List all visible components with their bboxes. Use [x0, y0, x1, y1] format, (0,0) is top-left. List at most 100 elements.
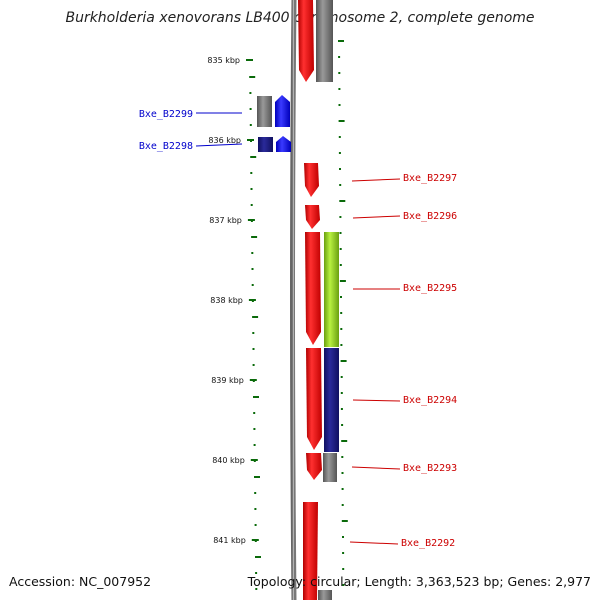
ring-dot — [342, 584, 345, 586]
ring-dot — [340, 328, 343, 330]
scale-tick-label: 838 kbp — [210, 296, 243, 305]
ring-dot — [339, 168, 341, 170]
gene-arrow-bxe-b2298[interactable] — [276, 136, 291, 152]
ring-dot — [340, 344, 343, 346]
ring-dot — [339, 184, 342, 186]
ring-dot — [338, 104, 341, 106]
gene-arrow-upper-continuation[interactable] — [298, 0, 314, 82]
scale-tick-mark — [248, 299, 256, 301]
scale-tick-mark — [250, 459, 258, 461]
ring-dot — [341, 440, 348, 442]
gene-block-gray-top[interactable] — [316, 0, 333, 82]
ring-dot — [254, 524, 257, 526]
leader-bxe-b2292 — [349, 541, 399, 545]
gene-block-gray-lower[interactable] — [323, 453, 337, 482]
ring-dot — [253, 428, 256, 430]
ring-dot — [339, 232, 342, 234]
ring-dot — [339, 200, 346, 202]
gene-arrow-bxe-b2294[interactable] — [306, 348, 322, 450]
ring-dot — [252, 364, 255, 366]
gene-arrow-bxe-b2296[interactable] — [305, 205, 320, 229]
gene-label[interactable]: Bxe_B2294 — [403, 395, 457, 406]
scale-tick-mark — [251, 539, 259, 541]
gene-label[interactable]: Bxe_B2298 — [139, 141, 193, 152]
ring-dot — [255, 588, 258, 590]
gene-block-green[interactable] — [324, 232, 339, 347]
ring-dot — [342, 568, 345, 570]
leader-bxe-b2294 — [352, 399, 401, 402]
topology-summary: Topology: circular; Length: 3,363,523 bp… — [247, 574, 591, 589]
gene-block-gray-bottom[interactable] — [318, 590, 332, 600]
ring-dot — [340, 296, 342, 298]
ring-dot — [250, 172, 253, 174]
gene-arrow-bxe-b2299[interactable] — [275, 95, 290, 127]
ring-dot — [252, 316, 259, 318]
gene-label[interactable]: Bxe_B2295 — [403, 283, 457, 294]
gene-block-bxe-b2299-gray[interactable] — [257, 96, 272, 127]
scale-tick-mark — [247, 219, 255, 221]
ring-dot — [249, 124, 252, 126]
gene-features — [257, 0, 339, 600]
gene-label[interactable]: Bxe_B2297 — [403, 173, 457, 184]
gene-block-bxe-b2298-navy[interactable] — [258, 137, 273, 152]
ring-dot — [250, 156, 257, 158]
gene-arrow-bxe-b2292[interactable] — [303, 502, 318, 600]
gene-arrow-bxe-b2297[interactable] — [304, 163, 319, 197]
ring-dot — [338, 72, 341, 74]
scale-tick-mark — [246, 59, 253, 61]
leader-bxe-b2293 — [351, 466, 401, 470]
ring-dot — [338, 152, 341, 154]
ring-dot — [249, 108, 252, 110]
ring-dot — [341, 504, 344, 506]
ring-dot — [252, 348, 255, 350]
ring-dot — [342, 552, 345, 554]
ring-dot — [340, 408, 343, 410]
scale-tick-mark — [247, 139, 254, 141]
gene-arrow-bxe-b2295[interactable] — [305, 232, 321, 345]
gene-block-navy[interactable] — [324, 348, 339, 452]
gene-label-leaders — [195, 112, 401, 545]
scale-tick-mark — [249, 379, 257, 381]
ring-dot — [339, 280, 346, 282]
gene-label[interactable]: Bxe_B2296 — [403, 211, 457, 222]
ring-dot — [255, 556, 261, 558]
scale-ticks: 835 kbp 836 kbp 837 kbp 838 kbp 839 kbp 840 k… — [207, 56, 259, 545]
outer-dotted-ring — [338, 40, 348, 586]
ring-dot — [340, 376, 343, 378]
gene-label[interactable]: Bxe_B2292 — [401, 538, 455, 549]
ring-dot — [249, 92, 252, 94]
ring-dot — [254, 476, 260, 478]
ring-dot — [341, 488, 344, 490]
ring-dot — [342, 536, 344, 538]
ring-dot — [254, 492, 257, 494]
ring-dot — [340, 360, 347, 362]
ring-dot — [340, 312, 343, 314]
gene-labels: Bxe_B2299 Bxe_B2298 Bxe_B2297 Bxe_B2296 … — [139, 109, 457, 549]
ring-dot — [341, 520, 348, 522]
leader-bxe-b2297 — [351, 178, 401, 182]
ring-dot — [338, 40, 344, 42]
gene-arrow-bxe-b2293[interactable] — [306, 453, 322, 480]
ring-dot — [250, 204, 253, 206]
ring-dot — [251, 236, 258, 238]
ring-dot — [339, 216, 342, 218]
ring-dot — [251, 252, 254, 254]
ring-dot — [338, 120, 345, 122]
accession-text: Accession: NC_007952 — [9, 574, 152, 589]
ring-dot — [255, 572, 258, 574]
ring-dot — [252, 332, 255, 334]
scale-tick-label: 835 kbp — [207, 56, 240, 65]
chromosome-backbone — [290, 0, 297, 600]
gene-label[interactable]: Bxe_B2293 — [403, 463, 457, 474]
ring-dot — [340, 392, 343, 394]
inner-dotted-ring — [249, 76, 261, 590]
ring-dot — [341, 456, 344, 458]
ring-dot — [251, 268, 254, 270]
ring-dot — [253, 412, 256, 414]
gene-label[interactable]: Bxe_B2299 — [139, 109, 193, 120]
ring-dot — [341, 472, 344, 474]
scale-tick-label: 839 kbp — [211, 376, 244, 385]
ring-dot — [251, 284, 254, 286]
scale-tick-label: 837 kbp — [209, 216, 242, 225]
ring-dot — [249, 76, 256, 78]
